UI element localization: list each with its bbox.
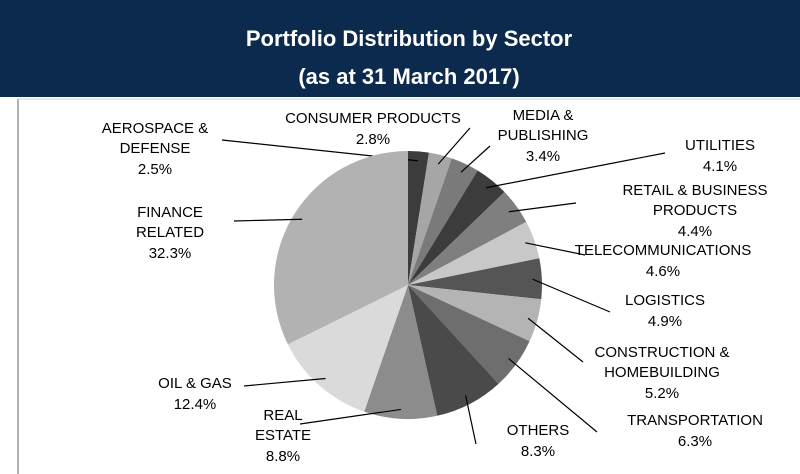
slice-value-label: 4.6%: [646, 263, 680, 280]
slice-label: CONSTRUCTION & HOMEBUILDING: [595, 344, 730, 381]
slice-label: RETAIL & BUSINESS PRODUCTS: [622, 182, 767, 219]
slice-label: TRANSPORTATION: [627, 412, 763, 429]
leader-line: [465, 395, 477, 445]
slice-label: REAL ESTATE: [255, 407, 311, 444]
slice-label: AEROSPACE & DEFENSE: [102, 120, 208, 157]
slice-value-label: 12.4%: [174, 396, 217, 413]
leader-line: [243, 377, 326, 387]
slice-label: TELECOMMUNICATIONS: [575, 242, 751, 259]
leader-line: [485, 152, 666, 189]
slice-value-label: 4.4%: [678, 223, 712, 240]
slice-value-label: 32.3%: [149, 245, 192, 262]
slice-label: UTILITIES: [685, 137, 755, 154]
slice-label: MEDIA & PUBLISHING: [498, 107, 589, 144]
leader-line: [508, 202, 577, 213]
title-banner: [0, 0, 800, 97]
leader-line: [508, 358, 598, 433]
slice-label: OIL & GAS: [158, 375, 232, 392]
leader-line: [527, 317, 584, 363]
slice-value-label: 4.1%: [703, 158, 737, 175]
leader-line: [532, 278, 611, 313]
chart-subtitle: (as at 31 March 2017): [298, 64, 519, 89]
chart-title: Portfolio Distribution by Sector: [246, 26, 573, 51]
leader-line: [299, 408, 402, 425]
slice-value-label: 5.2%: [645, 385, 679, 402]
leader-line: [525, 242, 586, 256]
slice-value-label: 8.3%: [521, 443, 555, 460]
pie-slice: [364, 285, 438, 420]
pie-slice: [408, 285, 542, 342]
slice-value-label: 2.8%: [356, 131, 390, 148]
slice-value-label: 8.8%: [266, 448, 300, 465]
pie-slice: [408, 221, 540, 285]
leader-line: [437, 127, 471, 165]
slice-label: FINANCE RELATED: [136, 204, 204, 241]
pie-slice: [408, 170, 505, 285]
pie-slice: [287, 285, 408, 412]
pie-slice: [408, 158, 478, 285]
pie-slice: [408, 258, 542, 300]
pie-slice: [408, 192, 527, 285]
pie-slice: [274, 151, 408, 345]
leader-line: [233, 218, 303, 222]
slice-value-label: 2.5%: [138, 161, 172, 178]
pie-slice: [408, 151, 429, 285]
slice-value-label: 3.4%: [526, 148, 560, 165]
slice-label: CONSUMER PRODUCTS: [285, 110, 461, 127]
slice-label: LOGISTICS: [625, 292, 705, 309]
pie-slice: [408, 152, 452, 285]
pie-slice: [408, 285, 499, 416]
slice-label: OTHERS: [507, 422, 570, 439]
leader-line: [460, 145, 491, 173]
pie-slice: [408, 285, 530, 384]
slice-value-label: 4.9%: [648, 313, 682, 330]
slice-value-label: 6.3%: [678, 433, 712, 450]
